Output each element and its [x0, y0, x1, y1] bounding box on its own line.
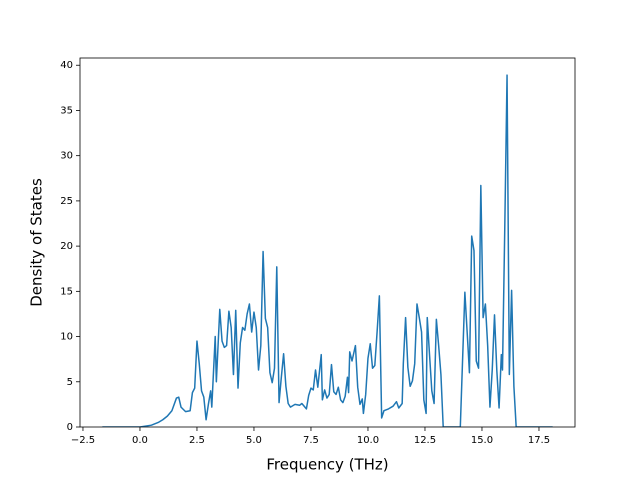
x-tick-label: 12.5	[414, 435, 436, 446]
x-tick-label: 7.5	[303, 435, 319, 446]
x-tick-label: 17.5	[528, 435, 550, 446]
y-tick-label: 25	[60, 196, 73, 207]
y-tick-label: 10	[60, 332, 73, 343]
y-tick-label: 40	[60, 60, 73, 71]
x-tick-label: 2.5	[189, 435, 205, 446]
y-tick-label: 0	[67, 422, 73, 433]
y-tick-label: 5	[67, 377, 73, 388]
y-tick-label: 15	[60, 286, 73, 297]
y-axis-label: Density of States	[28, 178, 46, 307]
data-line	[102, 74, 553, 427]
x-tick-label: 10.0	[357, 435, 379, 446]
x-tick-label: 15.0	[471, 435, 493, 446]
x-tick-label: 0.0	[132, 435, 148, 446]
x-axis-label: Frequency (THz)	[266, 456, 388, 474]
y-tick-label: 20	[60, 241, 73, 252]
y-tick-label: 35	[60, 105, 73, 116]
x-tick-label: −2.5	[71, 435, 95, 446]
x-tick-label: 5.0	[246, 435, 262, 446]
plot-frame	[79, 57, 576, 428]
y-tick-label: 30	[60, 151, 73, 162]
